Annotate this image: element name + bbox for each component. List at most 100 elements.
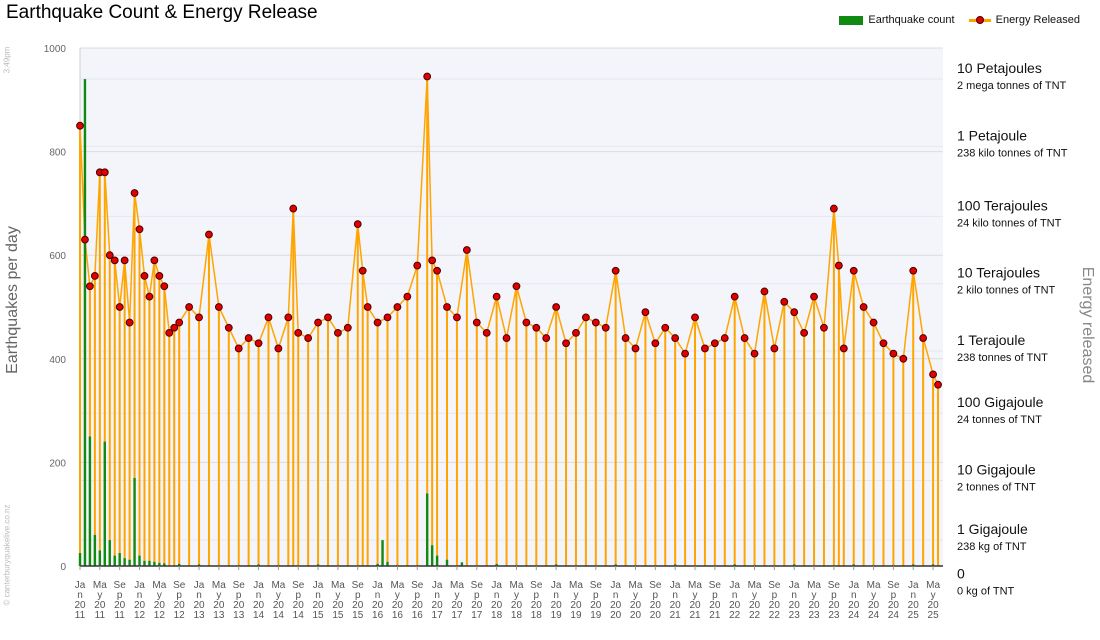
energy-marker — [120, 256, 129, 265]
energy-scale-tnt: 0 kg of TNT — [957, 586, 1015, 598]
energy-marker — [274, 344, 283, 353]
energy-marker — [423, 72, 432, 81]
y-tick-label: 400 — [49, 355, 66, 366]
x-tick-label: Ja n 20 12 — [134, 580, 146, 621]
count-bar — [138, 555, 141, 566]
count-bar — [425, 493, 429, 566]
count-bar — [177, 563, 181, 566]
count-bar — [852, 564, 855, 566]
energy-scale-tnt: 238 kg of TNT — [957, 541, 1027, 553]
energy-marker — [175, 318, 184, 327]
energy-marker — [324, 313, 332, 322]
x-tick-label: Se p 20 17 — [471, 580, 484, 621]
energy-marker — [289, 204, 298, 213]
energy-marker — [611, 266, 620, 275]
energy-marker — [140, 272, 149, 280]
x-tick-label: Ja n 20 16 — [372, 580, 384, 621]
x-tick-label: Ma y 20 14 — [271, 580, 285, 621]
energy-marker — [433, 266, 442, 275]
count-bar — [148, 560, 151, 566]
energy-marker — [314, 318, 322, 327]
x-tick-label: Se p 20 16 — [411, 580, 424, 621]
count-bar — [143, 560, 146, 566]
count-bar — [673, 564, 677, 566]
energy-marker — [522, 318, 531, 327]
y-tick-label: 200 — [49, 458, 66, 469]
x-tick-label: Ja n 20 14 — [253, 580, 265, 621]
energy-marker — [621, 334, 630, 342]
energy-marker — [691, 313, 699, 322]
energy-marker — [413, 261, 422, 270]
energy-scale-label: 10 Gigajoule — [957, 462, 1036, 478]
energy-marker — [453, 313, 461, 322]
energy-marker — [284, 313, 293, 322]
x-tick-label: Ja n 20 19 — [551, 580, 563, 621]
energy-scale-tnt: 238 kilo tonnes of TNT — [957, 147, 1068, 159]
x-tick-label: Ma y 20 15 — [331, 580, 345, 621]
count-bar — [316, 564, 320, 566]
energy-marker — [740, 334, 749, 342]
x-tick-label: Ja n 20 17 — [432, 580, 444, 621]
x-tick-label: Ja n 20 11 — [74, 580, 86, 621]
energy-scale-label: 10 Petajoules — [957, 60, 1042, 76]
energy-scale-label: 1 Gigajoule — [957, 521, 1028, 537]
energy-scale-label: 100 Gigajoule — [957, 394, 1044, 410]
x-tick-label: Se p 20 11 — [114, 580, 127, 621]
energy-marker — [86, 282, 94, 291]
legend-label-energy-released: Energy Released — [995, 14, 1080, 26]
energy-marker — [661, 323, 670, 332]
count-bar — [460, 562, 464, 566]
energy-marker — [145, 292, 154, 301]
energy-marker — [671, 334, 680, 342]
energy-marker — [358, 266, 367, 275]
energy-marker — [244, 334, 253, 342]
legend-item-energy-released[interactable]: Energy Released — [968, 14, 1080, 26]
energy-marker — [572, 329, 580, 337]
count-bar — [381, 540, 384, 566]
x-tick-label: Se p 20 20 — [649, 580, 662, 621]
x-tick-label: Se p 20 24 — [887, 580, 900, 621]
x-tick-label: Se p 20 18 — [530, 580, 543, 621]
count-bar — [495, 563, 498, 566]
energy-marker — [790, 308, 799, 317]
energy-marker — [135, 225, 144, 234]
energy-marker — [81, 235, 89, 244]
energy-marker — [631, 344, 640, 353]
count-bar — [733, 564, 736, 566]
energy-marker — [581, 313, 590, 322]
energy-marker — [934, 380, 942, 389]
energy-marker — [681, 349, 689, 358]
energy-marker — [383, 313, 392, 322]
energy-scale-label: 0 — [957, 566, 965, 582]
energy-scale-label: 100 Terajoules — [957, 197, 1048, 213]
energy-marker — [919, 334, 928, 342]
energy-marker — [532, 323, 541, 332]
y-tick-label: 800 — [49, 148, 66, 159]
energy-marker — [899, 354, 908, 363]
x-tick-label: Ma y 20 17 — [450, 580, 464, 621]
count-bar — [197, 564, 201, 566]
x-tick-label: Ja n 20 15 — [313, 580, 325, 621]
energy-marker — [591, 318, 600, 327]
energy-marker — [130, 189, 139, 197]
energy-marker — [720, 334, 729, 342]
energy-marker — [115, 303, 124, 311]
x-tick-label: Ma y 20 19 — [569, 580, 583, 621]
energy-marker — [363, 303, 372, 311]
energy-marker — [701, 344, 709, 353]
energy-marker — [834, 261, 843, 270]
count-bar — [113, 555, 116, 566]
x-tick-label: Ma y 20 23 — [807, 580, 821, 621]
count-bar — [912, 564, 915, 566]
energy-scale-label: 1 Terajoule — [957, 332, 1025, 348]
x-tick-label: Ja n 20 22 — [729, 580, 741, 621]
count-bar — [386, 561, 389, 566]
energy-marker — [750, 349, 759, 358]
energy-marker — [165, 329, 174, 337]
energy-scale-tnt: 24 kilo tonnes of TNT — [957, 217, 1062, 229]
legend-item-earthquake-count[interactable]: Earthquake count — [839, 14, 955, 26]
energy-marker — [195, 313, 203, 322]
energy-marker — [90, 272, 99, 280]
energy-marker — [562, 339, 570, 348]
